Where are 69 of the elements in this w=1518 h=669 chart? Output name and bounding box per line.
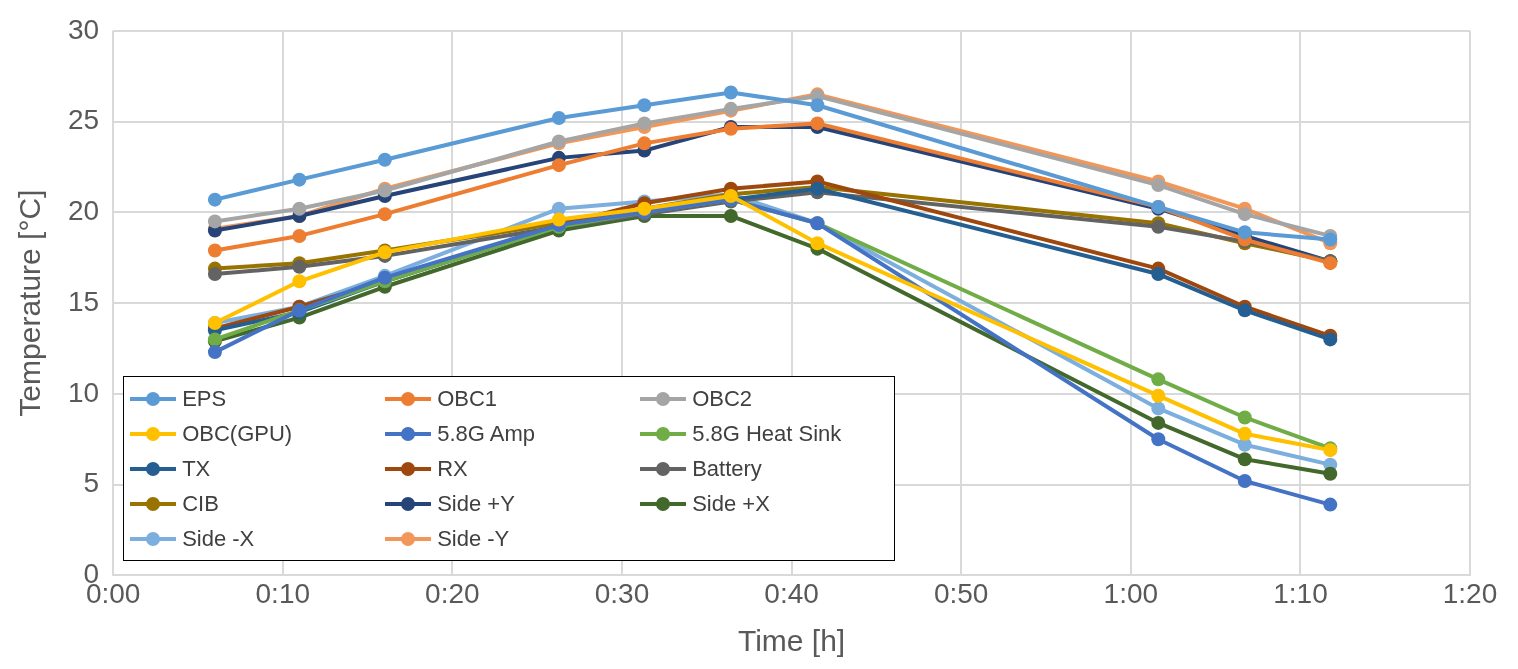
legend-label: OBC2 (692, 385, 753, 412)
point (810, 116, 825, 131)
point (637, 98, 652, 113)
legend-label: OBC(GPU) (182, 420, 293, 447)
point (207, 192, 222, 207)
point (207, 214, 222, 229)
legend-label: Side -Y (437, 525, 510, 552)
x-tick-label: 0:50 (933, 577, 989, 609)
point (723, 208, 738, 223)
point (1237, 474, 1252, 488)
point (1151, 178, 1166, 193)
point (1323, 232, 1338, 247)
point (292, 201, 307, 216)
x-tick-label: 1:20 (1442, 577, 1498, 609)
y-tick-label: 10 (67, 376, 100, 408)
legend-label: Battery (692, 455, 762, 482)
point (207, 243, 222, 258)
x-tick-label: 0:10 (255, 577, 311, 609)
point (1151, 415, 1166, 430)
point (551, 212, 566, 227)
point (377, 207, 392, 222)
point (1151, 432, 1166, 447)
point (551, 158, 566, 173)
legend-label: CIB (182, 490, 219, 517)
y-tick-label: 20 (67, 195, 100, 227)
x-tick-label: 0:20 (425, 577, 480, 609)
point (551, 110, 566, 125)
x-axis-title: Time [h] (737, 624, 846, 658)
x-tick-label: 1:10 (1273, 577, 1328, 609)
point (1151, 372, 1166, 387)
legend-label: Side +X (692, 490, 770, 517)
point (207, 345, 222, 360)
point (637, 116, 652, 131)
point (1323, 497, 1338, 512)
point (637, 136, 652, 151)
point (1237, 452, 1252, 467)
point (1237, 303, 1252, 318)
point (1237, 207, 1252, 222)
point (1237, 426, 1252, 441)
legend-label: OBC1 (437, 385, 498, 412)
point (810, 236, 825, 251)
legend-label: TX (182, 455, 211, 482)
x-tick-label: 1:00 (1103, 577, 1159, 609)
legend-label: EPS (182, 385, 227, 412)
point (292, 172, 307, 187)
x-tick-label: 0:30 (594, 577, 650, 609)
point (1323, 466, 1338, 481)
point (1151, 388, 1166, 403)
point (723, 85, 738, 100)
point (292, 228, 307, 243)
y-axis-title: Temperature [°C] (13, 189, 47, 417)
point (1151, 401, 1166, 416)
point (1151, 267, 1166, 282)
legend-label: RX (437, 455, 468, 482)
legend-label: 5.8G Heat Sink (692, 420, 842, 447)
point (207, 267, 222, 282)
point (1323, 332, 1338, 347)
point (377, 152, 392, 167)
point (810, 98, 825, 113)
y-tick-label: 25 (67, 104, 100, 136)
point (1237, 410, 1252, 425)
y-tick-label: 15 (67, 285, 100, 317)
y-tick-label: 30 (67, 13, 100, 45)
x-tick-label: 0:40 (764, 577, 819, 609)
legend-label: Side -X (182, 525, 255, 552)
y-tick-label: 5 (83, 467, 100, 499)
legend-label: Side +Y (437, 490, 515, 517)
legend-label: 5.8G Amp (437, 420, 535, 447)
point (292, 274, 307, 289)
